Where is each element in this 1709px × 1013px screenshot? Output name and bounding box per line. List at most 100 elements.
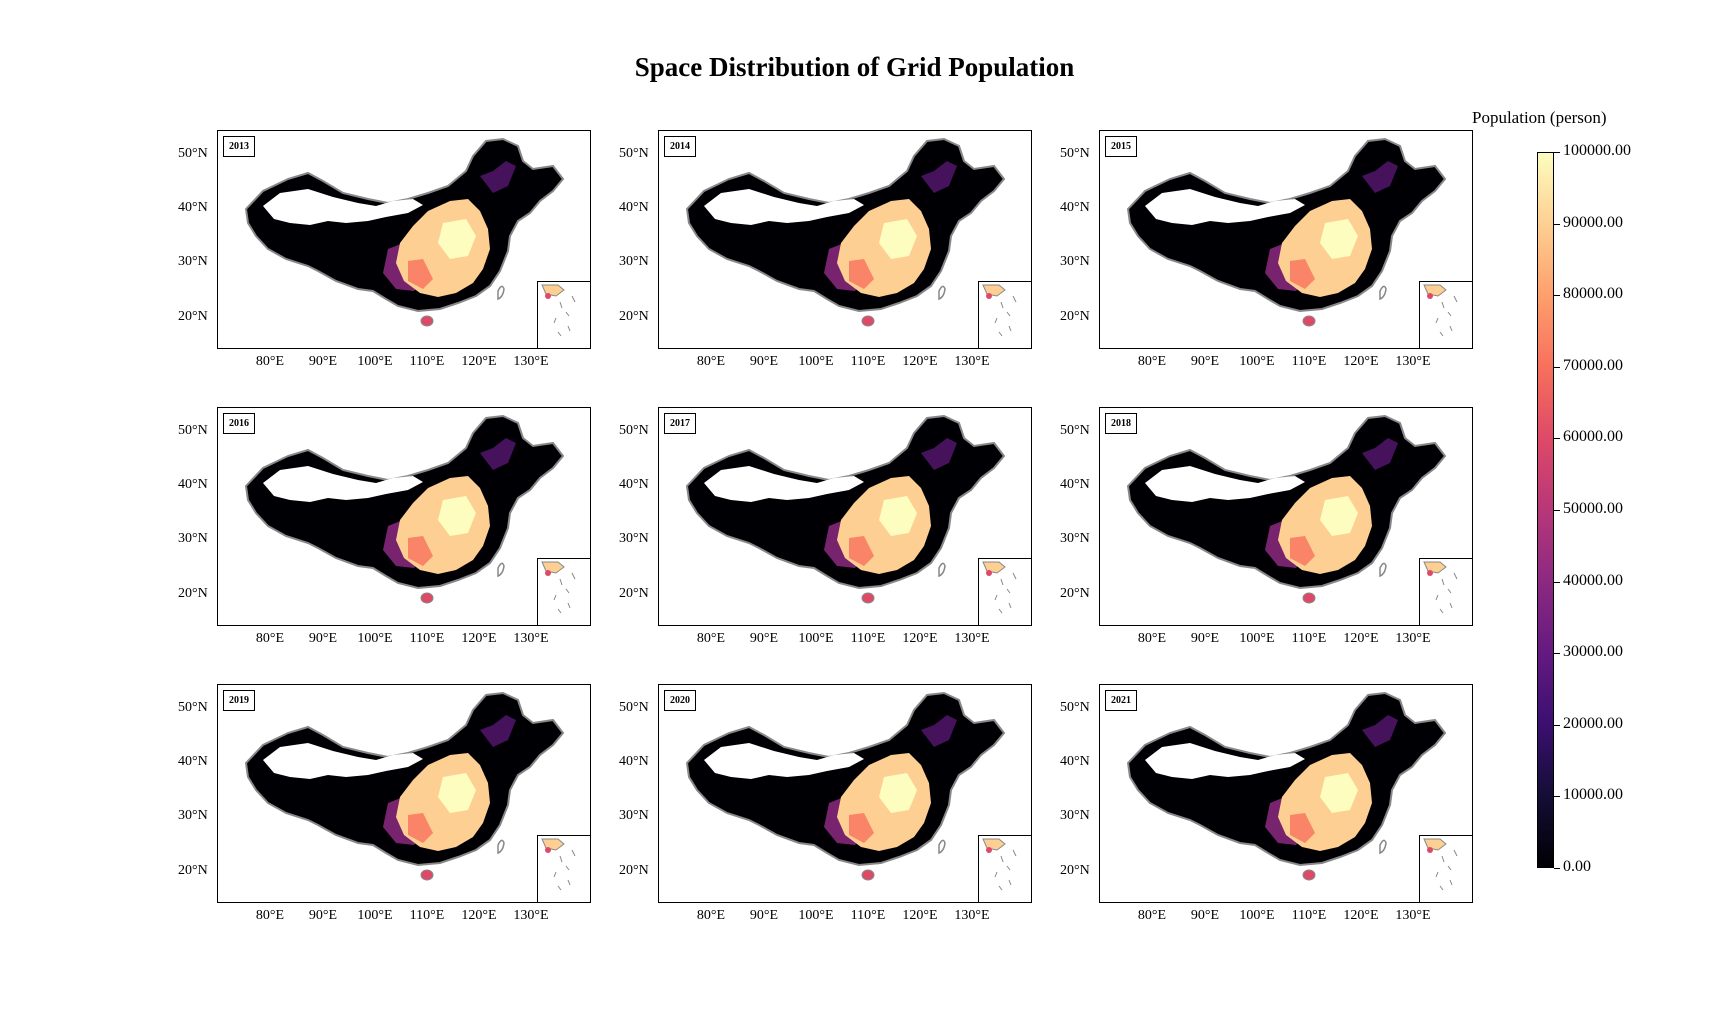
lat-tick-label: 50°N xyxy=(619,700,649,715)
lat-tick-label: 50°N xyxy=(1060,700,1090,715)
map-panel: 2015 xyxy=(1099,130,1473,349)
lat-tick-label: 40°N xyxy=(1060,477,1090,492)
lat-tick-label: 50°N xyxy=(178,423,208,438)
lat-tick-label: 40°N xyxy=(619,477,649,492)
lat-tick-label: 20°N xyxy=(619,309,649,324)
colorbar-tick xyxy=(1554,510,1560,511)
year-label: 2021 xyxy=(1105,690,1137,711)
lon-tick-label: 120°E xyxy=(461,908,497,923)
colorbar-tick-label: 10000.00 xyxy=(1563,786,1623,804)
colorbar-tick-label: 70000.00 xyxy=(1563,356,1623,374)
lat-tick-label: 50°N xyxy=(178,700,208,715)
lat-tick-label: 30°N xyxy=(619,531,649,546)
map-panel: 2013 xyxy=(217,130,591,349)
lon-tick-label: 100°E xyxy=(1239,631,1275,646)
lat-tick-label: 20°N xyxy=(619,863,649,878)
lat-tick-label: 30°N xyxy=(1060,808,1090,823)
colorbar-tick-label: 40000.00 xyxy=(1563,571,1623,589)
colorbar-tick-label: 80000.00 xyxy=(1563,285,1623,303)
lon-tick-label: 100°E xyxy=(798,631,834,646)
lat-tick-label: 40°N xyxy=(1060,754,1090,769)
lat-tick-label: 40°N xyxy=(178,754,208,769)
lon-tick-label: 100°E xyxy=(798,354,834,369)
lon-tick-label: 100°E xyxy=(357,354,393,369)
lon-tick-label: 80°E xyxy=(1137,631,1167,646)
colorbar-tick xyxy=(1554,152,1560,153)
lon-tick-label: 130°E xyxy=(1395,631,1431,646)
lat-tick-label: 30°N xyxy=(619,808,649,823)
lon-tick-label: 120°E xyxy=(461,354,497,369)
lat-tick-label: 40°N xyxy=(1060,200,1090,215)
lon-tick-label: 130°E xyxy=(954,354,990,369)
lon-tick-label: 80°E xyxy=(696,354,726,369)
lon-tick-label: 90°E xyxy=(749,354,779,369)
lon-tick-label: 80°E xyxy=(255,354,285,369)
colorbar-tick-label: 50000.00 xyxy=(1563,500,1623,517)
south-china-sea-inset xyxy=(978,281,1031,348)
lon-tick-label: 90°E xyxy=(749,631,779,646)
lon-tick-label: 130°E xyxy=(513,354,549,369)
map-panel: 2019 xyxy=(217,684,591,903)
lat-tick-label: 20°N xyxy=(178,863,208,878)
colorbar-tick xyxy=(1554,724,1560,726)
south-china-sea-inset xyxy=(1419,558,1472,625)
lon-tick-label: 100°E xyxy=(798,908,834,923)
lon-tick-label: 120°E xyxy=(902,908,938,923)
colorbar-tick xyxy=(1554,581,1560,583)
lat-tick-label: 30°N xyxy=(619,254,649,269)
year-label: 2014 xyxy=(664,136,696,157)
colorbar-tick-label: 30000.00 xyxy=(1563,643,1623,661)
south-china-sea-inset xyxy=(1419,835,1472,902)
lon-tick-label: 80°E xyxy=(1137,354,1167,369)
colorbar-tick xyxy=(1554,366,1560,368)
lon-tick-label: 110°E xyxy=(1291,354,1327,369)
lon-tick-label: 100°E xyxy=(1239,908,1275,923)
lon-tick-label: 90°E xyxy=(308,631,338,646)
lon-tick-label: 80°E xyxy=(1137,908,1167,923)
lon-tick-label: 120°E xyxy=(902,631,938,646)
lon-tick-label: 120°E xyxy=(1343,354,1379,369)
lat-tick-label: 20°N xyxy=(178,309,208,324)
colorbar xyxy=(1537,152,1554,868)
lon-tick-label: 130°E xyxy=(954,908,990,923)
lon-tick-label: 130°E xyxy=(954,631,990,646)
lon-tick-label: 130°E xyxy=(1395,908,1431,923)
lat-tick-label: 30°N xyxy=(178,808,208,823)
colorbar-tick xyxy=(1554,223,1560,225)
south-china-sea-inset xyxy=(537,281,590,348)
lon-tick-label: 130°E xyxy=(513,908,549,923)
colorbar-tick xyxy=(1554,653,1560,655)
lon-tick-label: 80°E xyxy=(255,908,285,923)
south-china-sea-inset xyxy=(1419,281,1472,348)
lon-tick-label: 120°E xyxy=(1343,631,1379,646)
lon-tick-label: 80°E xyxy=(696,908,726,923)
lat-tick-label: 50°N xyxy=(619,423,649,438)
lon-tick-label: 110°E xyxy=(850,631,886,646)
map-panel: 2014 xyxy=(658,130,1032,349)
colorbar-title: Population (person) xyxy=(1472,108,1607,127)
lon-tick-label: 130°E xyxy=(513,631,549,646)
lat-tick-label: 40°N xyxy=(178,200,208,215)
colorbar-tick-label: 90000.00 xyxy=(1563,213,1623,231)
lon-tick-label: 110°E xyxy=(409,631,445,646)
year-label: 2018 xyxy=(1105,413,1137,434)
lon-tick-label: 120°E xyxy=(902,354,938,369)
lat-tick-label: 20°N xyxy=(1060,586,1090,601)
south-china-sea-inset xyxy=(978,558,1031,625)
year-label: 2017 xyxy=(664,413,696,434)
map-panel: 2018 xyxy=(1099,407,1473,626)
year-label: 2019 xyxy=(223,690,255,711)
lat-tick-label: 50°N xyxy=(619,146,649,161)
lat-tick-label: 30°N xyxy=(1060,254,1090,269)
lat-tick-label: 40°N xyxy=(619,754,649,769)
south-china-sea-inset xyxy=(978,835,1031,902)
lon-tick-label: 90°E xyxy=(749,908,779,923)
lon-tick-label: 110°E xyxy=(1291,631,1327,646)
lon-tick-label: 90°E xyxy=(1190,908,1220,923)
colorbar-tick-label: 100000.00 xyxy=(1563,142,1631,159)
year-label: 2013 xyxy=(223,136,255,157)
lat-tick-label: 40°N xyxy=(619,200,649,215)
colorbar-tick xyxy=(1554,438,1560,440)
lat-tick-label: 20°N xyxy=(619,586,649,601)
lat-tick-label: 50°N xyxy=(1060,146,1090,161)
